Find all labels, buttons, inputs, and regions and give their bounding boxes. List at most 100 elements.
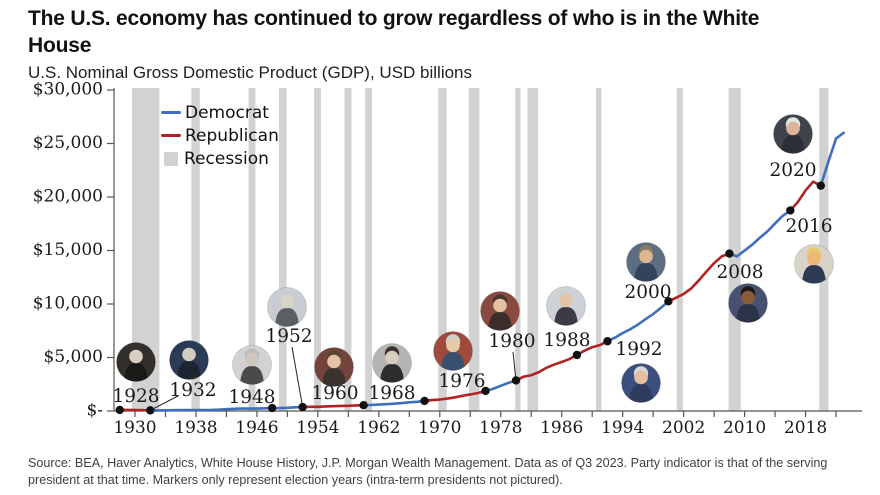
x-tick-label: 1986 xyxy=(540,418,583,438)
portrait-ring xyxy=(794,244,834,284)
election-marker-2008 xyxy=(725,249,734,258)
election-marker-1976 xyxy=(481,386,490,396)
legend-item-democrat: Democrat xyxy=(161,101,279,124)
election-marker-1992 xyxy=(603,337,612,346)
recession-band xyxy=(191,88,200,411)
portrait-ring xyxy=(621,363,661,403)
gdp-line-democrat xyxy=(728,209,792,258)
portrait-ring xyxy=(232,345,272,385)
gdp-line-republican xyxy=(514,339,609,382)
election-marker-1960 xyxy=(359,400,368,410)
election-year-label: 1952 xyxy=(265,326,312,347)
portrait-face xyxy=(786,121,800,136)
portrait-ring xyxy=(728,283,768,323)
x-tick-label: 1970 xyxy=(418,418,461,438)
portrait-ring xyxy=(433,331,473,371)
portrait-photo xyxy=(728,283,768,323)
gdp-line-democrat xyxy=(606,300,670,343)
portrait-face xyxy=(327,354,341,369)
legend-item-recession: Recession xyxy=(161,147,279,170)
portrait-photo xyxy=(116,342,156,382)
legend: Democrat Republican Recession xyxy=(161,101,279,170)
election-year-label: 1960 xyxy=(311,383,358,404)
portrait-face xyxy=(446,338,460,353)
election-marker-1980 xyxy=(511,376,521,385)
portrait-ring xyxy=(546,286,586,326)
election-year-label: 1948 xyxy=(228,387,275,408)
portrait-ring xyxy=(116,342,156,382)
portrait-photo xyxy=(621,363,661,403)
portrait-face xyxy=(129,349,143,364)
portrait-donald-trump xyxy=(794,244,834,284)
gdp-line-republican xyxy=(667,252,731,303)
portrait-ring xyxy=(314,347,354,387)
leader-line xyxy=(150,395,179,411)
portrait-shoulders xyxy=(177,361,201,380)
portrait-face xyxy=(385,350,399,365)
portrait-photo xyxy=(794,244,834,284)
x-tick-label: 1978 xyxy=(479,418,522,438)
portrait-shoulders xyxy=(634,263,658,282)
portrait-photo xyxy=(773,114,813,154)
portrait-joe-biden xyxy=(773,114,813,154)
source-note: Source: BEA, Haver Analytics, White Hous… xyxy=(28,456,828,487)
recession-band xyxy=(438,88,447,411)
portrait-ring xyxy=(773,114,813,154)
portrait-photo xyxy=(626,242,666,282)
portrait-shoulders xyxy=(275,308,299,327)
recession-band xyxy=(676,88,683,411)
election-year-label: 1928 xyxy=(112,386,159,407)
portrait-face xyxy=(245,352,259,367)
gdp-line-republican xyxy=(423,389,487,403)
portrait-shoulders xyxy=(322,368,346,387)
portrait-face xyxy=(559,293,573,308)
portrait-photo xyxy=(433,331,473,371)
recession-band xyxy=(728,88,741,411)
x-tick-label: 2010 xyxy=(723,418,766,438)
x-tick-label: 1954 xyxy=(296,418,339,438)
y-tick-label: $30,000 xyxy=(33,80,103,100)
portrait-photo xyxy=(480,291,520,331)
recession-band xyxy=(596,88,602,411)
election-marker-1932 xyxy=(146,406,155,415)
gdp-line-republican xyxy=(789,180,823,212)
y-tick-label: $20,000 xyxy=(33,187,103,207)
portrait-photo xyxy=(314,347,354,387)
gdp-line-democrat xyxy=(484,379,518,393)
recession-band xyxy=(314,88,321,411)
portrait-shoulders xyxy=(441,352,465,371)
x-tick-label: 1930 xyxy=(113,418,156,438)
x-tick-label: 1962 xyxy=(357,418,400,438)
election-marker-2000 xyxy=(664,297,673,306)
portrait-dwight-d-eisenhower xyxy=(267,287,307,327)
portrait-herbert-hoover xyxy=(116,342,156,382)
portrait-face xyxy=(280,294,294,309)
election-year-label: 1932 xyxy=(169,380,216,401)
election-year-label: 1976 xyxy=(438,371,485,392)
gdp-line-democrat xyxy=(819,131,845,187)
recession-band xyxy=(248,88,256,411)
portrait-photo xyxy=(372,343,412,383)
recession-band xyxy=(344,88,352,411)
x-tick-label: 2018 xyxy=(784,418,827,438)
election-marker-1948 xyxy=(267,403,277,413)
portrait-photo xyxy=(232,345,272,385)
portrait-ring xyxy=(267,287,307,327)
portrait-ronald-reagan xyxy=(480,291,520,331)
portrait-face xyxy=(634,370,648,385)
portrait-shoulders xyxy=(488,312,512,331)
leader-line xyxy=(291,346,304,408)
legend-item-republican: Republican xyxy=(161,124,279,147)
recession-band xyxy=(365,88,372,411)
y-tick-label: $- xyxy=(86,401,103,421)
legend-swatch-republican xyxy=(161,133,181,138)
election-marker-1988 xyxy=(572,350,582,360)
legend-label: Republican xyxy=(185,125,279,146)
legend-swatch-democrat xyxy=(161,110,181,115)
portrait-george-w-bush xyxy=(626,242,666,282)
election-year-label: 1980 xyxy=(488,331,535,352)
election-marker-1952 xyxy=(298,402,307,412)
legend-label: Democrat xyxy=(185,102,269,123)
x-tick-label: 1994 xyxy=(601,418,644,438)
portrait-bill-clinton xyxy=(621,363,661,403)
